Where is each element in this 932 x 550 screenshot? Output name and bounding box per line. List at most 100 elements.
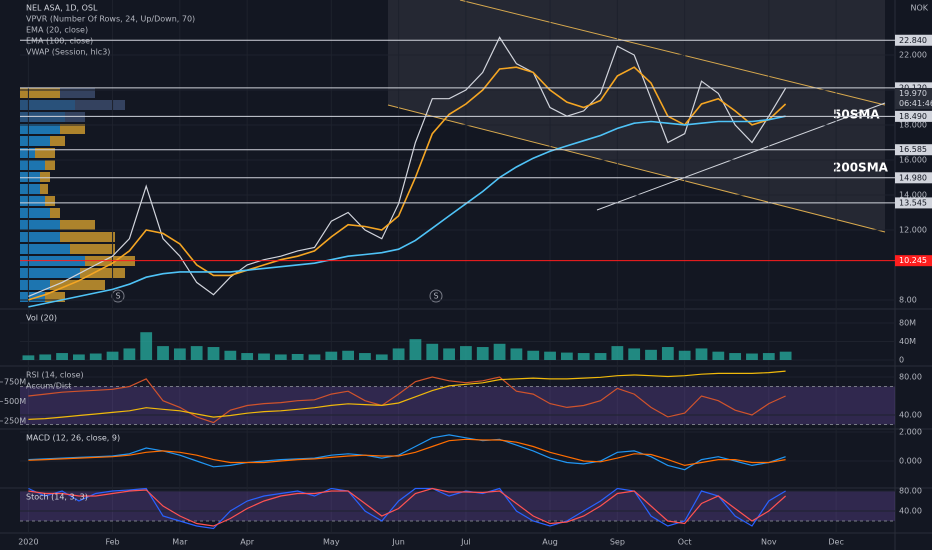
series-line [28,434,786,471]
y-tick-label: 0.000 [899,457,922,466]
svg-text:S: S [115,292,120,301]
bar [510,348,523,360]
countdown: 06:41:46 [899,99,932,108]
y-tick-label: 12.000 [899,225,927,234]
bar [695,348,708,360]
bar [493,343,506,360]
x-tick-label: Apr [240,538,255,547]
bar [409,339,422,360]
bar [207,347,220,360]
level-tag [895,82,932,94]
y2-tick-label: 750M [4,377,26,386]
y-tick-label: 0 [899,356,904,365]
y-tick-label: 2.000 [899,428,922,437]
bar [779,351,792,360]
bar [729,353,742,360]
level-label: 13.545 [899,198,927,207]
level-label: 14.980 [899,173,927,182]
bar [645,349,657,360]
bar [342,350,355,360]
legend-entry: RSI (14, close) [26,371,84,380]
x-tick-label: Aug [542,538,558,547]
level-label: 20.120 [899,83,927,92]
y-tick-label: 8.00 [899,295,917,304]
annotation: 50SMA [833,108,880,122]
series-line [28,487,786,527]
bar [106,351,119,360]
y-tick-label: 22.000 [899,50,927,59]
y-tick-label: 40M [899,337,916,346]
series-line [28,36,787,297]
channel-lower [387,104,886,233]
x-tick-label: May [323,538,340,547]
x-tick-label: Jun [391,538,405,547]
y2-tick-label: 250M [4,416,26,425]
bar [140,332,153,360]
level-tag [895,144,932,156]
bar [375,354,388,360]
bar [241,353,254,360]
x-tick-label: Dec [828,538,843,547]
bar [712,351,725,360]
trend-line [596,102,886,211]
x-tick-label: Oct [678,538,692,547]
bar [325,351,338,360]
x-tick-label: Jul [460,538,471,547]
level-tag [895,197,932,209]
bar [22,355,35,360]
y-tick-label: 40.00 [899,410,922,419]
bar [628,348,641,360]
legend-entry: Accum/Dist [26,382,71,391]
bar [560,352,573,360]
bar [678,350,691,360]
bar [39,354,52,360]
bar [611,346,624,360]
bar [527,350,540,360]
x-tick-label: Feb [105,538,119,547]
y-tick-label: 80M [899,318,916,327]
currency: NOK [910,4,928,13]
band [20,491,895,521]
legend-entry: NEL ASA, 1D, OSL [26,4,98,13]
x-tick-label: Mar [172,538,188,547]
bar [73,354,85,360]
price-label: 19.970 [899,89,927,98]
bar [258,353,270,360]
level-tag [895,172,932,184]
band [20,386,895,425]
series-line [28,66,787,301]
bar [594,353,607,360]
level-tag [895,255,932,267]
bar [443,348,455,360]
series-line [28,438,786,467]
price-tag [895,87,932,109]
bar [308,354,321,360]
x-tick-label: Nov [761,538,777,547]
bar [56,353,68,360]
y-tick-label: 80.00 [899,487,922,496]
bar [426,343,439,360]
level-label: 18.490 [899,112,927,121]
bar [157,346,169,360]
bar [173,348,186,360]
bar [89,353,102,360]
x-tick-label: 2020 [18,538,38,547]
bar [123,348,136,360]
legend-entry: Stoch (14, 3, 3) [26,493,88,502]
svg-text:S: S [433,292,438,301]
series-line [28,376,786,424]
volume-profile [20,88,135,302]
series-line [28,370,786,420]
level-label: 22.840 [899,36,927,45]
legend-entry: EMA (20, close) [26,26,88,35]
bar [577,353,590,360]
bar [460,346,472,360]
level-tag [895,110,932,122]
y-tick-label: 80.00 [899,372,922,381]
bar [661,347,674,360]
bar [762,353,775,360]
y-tick-label: 14.000 [899,190,927,199]
legend-entry: VWAP (Session, hlc3) [26,48,110,57]
y2-tick-label: 500M [4,397,26,406]
